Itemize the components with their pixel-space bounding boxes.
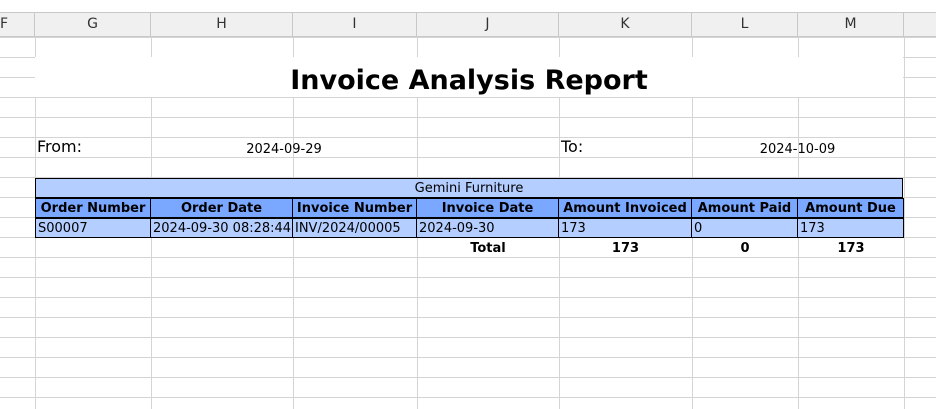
grid-row-line (0, 317, 936, 318)
table-cell-invoice-date[interactable]: 2024-09-30 (416, 218, 559, 238)
total-label: Total (470, 241, 506, 256)
table-cell-invoice-number[interactable]: INV/2024/00005 (292, 218, 417, 238)
header-amount-due: Amount Due (797, 198, 904, 218)
column-header-m[interactable]: M (798, 12, 904, 37)
from-label: From: (37, 137, 83, 156)
formula-area-edge (0, 0, 936, 12)
table-cell-amount-paid[interactable]: 0 (691, 218, 798, 238)
total-amount-due: 173 (837, 241, 865, 256)
header-order-date: Order Date (150, 198, 293, 218)
column-header-l[interactable]: L (692, 12, 798, 37)
grid-row-line (0, 37, 936, 38)
grid-row-line (0, 277, 936, 278)
grid-row-line (0, 297, 936, 298)
header-amount-invoiced: Amount Invoiced (558, 198, 692, 218)
grid-row-line (0, 397, 936, 398)
grid-row-line (0, 117, 936, 118)
table-cell-amount-due[interactable]: 173 (797, 218, 904, 238)
grid-row-line (0, 377, 936, 378)
column-header-i[interactable]: I (293, 12, 417, 37)
grid-row-line (0, 177, 936, 178)
column-header-f[interactable]: F (0, 12, 35, 37)
table-cell-amount-invoiced[interactable]: 173 (558, 218, 692, 238)
grid-row-line (0, 257, 936, 258)
report-title: Invoice Analysis Report (35, 57, 903, 97)
header-invoice-date: Invoice Date (416, 198, 559, 218)
header-amount-paid: Amount Paid (691, 198, 798, 218)
header-order-number: Order Number (35, 198, 151, 218)
column-header-g[interactable]: G (35, 12, 151, 37)
company-name-band: Gemini Furniture (35, 178, 903, 198)
to-date: 2024-10-09 (759, 142, 836, 157)
header-invoice-number: Invoice Number (292, 198, 417, 218)
grid-row-line (0, 337, 936, 338)
grid-row-line (0, 97, 936, 98)
grid-row-line (0, 157, 936, 158)
column-header-empty (904, 12, 936, 37)
column-header-h[interactable]: H (151, 12, 293, 37)
column-header-k[interactable]: K (559, 12, 692, 37)
table-cell-order-date[interactable]: 2024-09-30 08:28:44 (150, 218, 293, 238)
to-label: To: (561, 137, 584, 156)
table-cell-order-number[interactable]: S00007 (35, 218, 151, 238)
from-date: 2024-09-29 (246, 142, 322, 157)
column-header-row (0, 12, 936, 37)
total-amount-paid: 0 (740, 241, 750, 256)
grid-column-line (904, 37, 905, 409)
grid-row-line (0, 137, 936, 138)
total-amount-invoiced: 173 (611, 241, 640, 256)
grid-row-line (0, 357, 936, 358)
column-header-j[interactable]: J (417, 12, 559, 37)
